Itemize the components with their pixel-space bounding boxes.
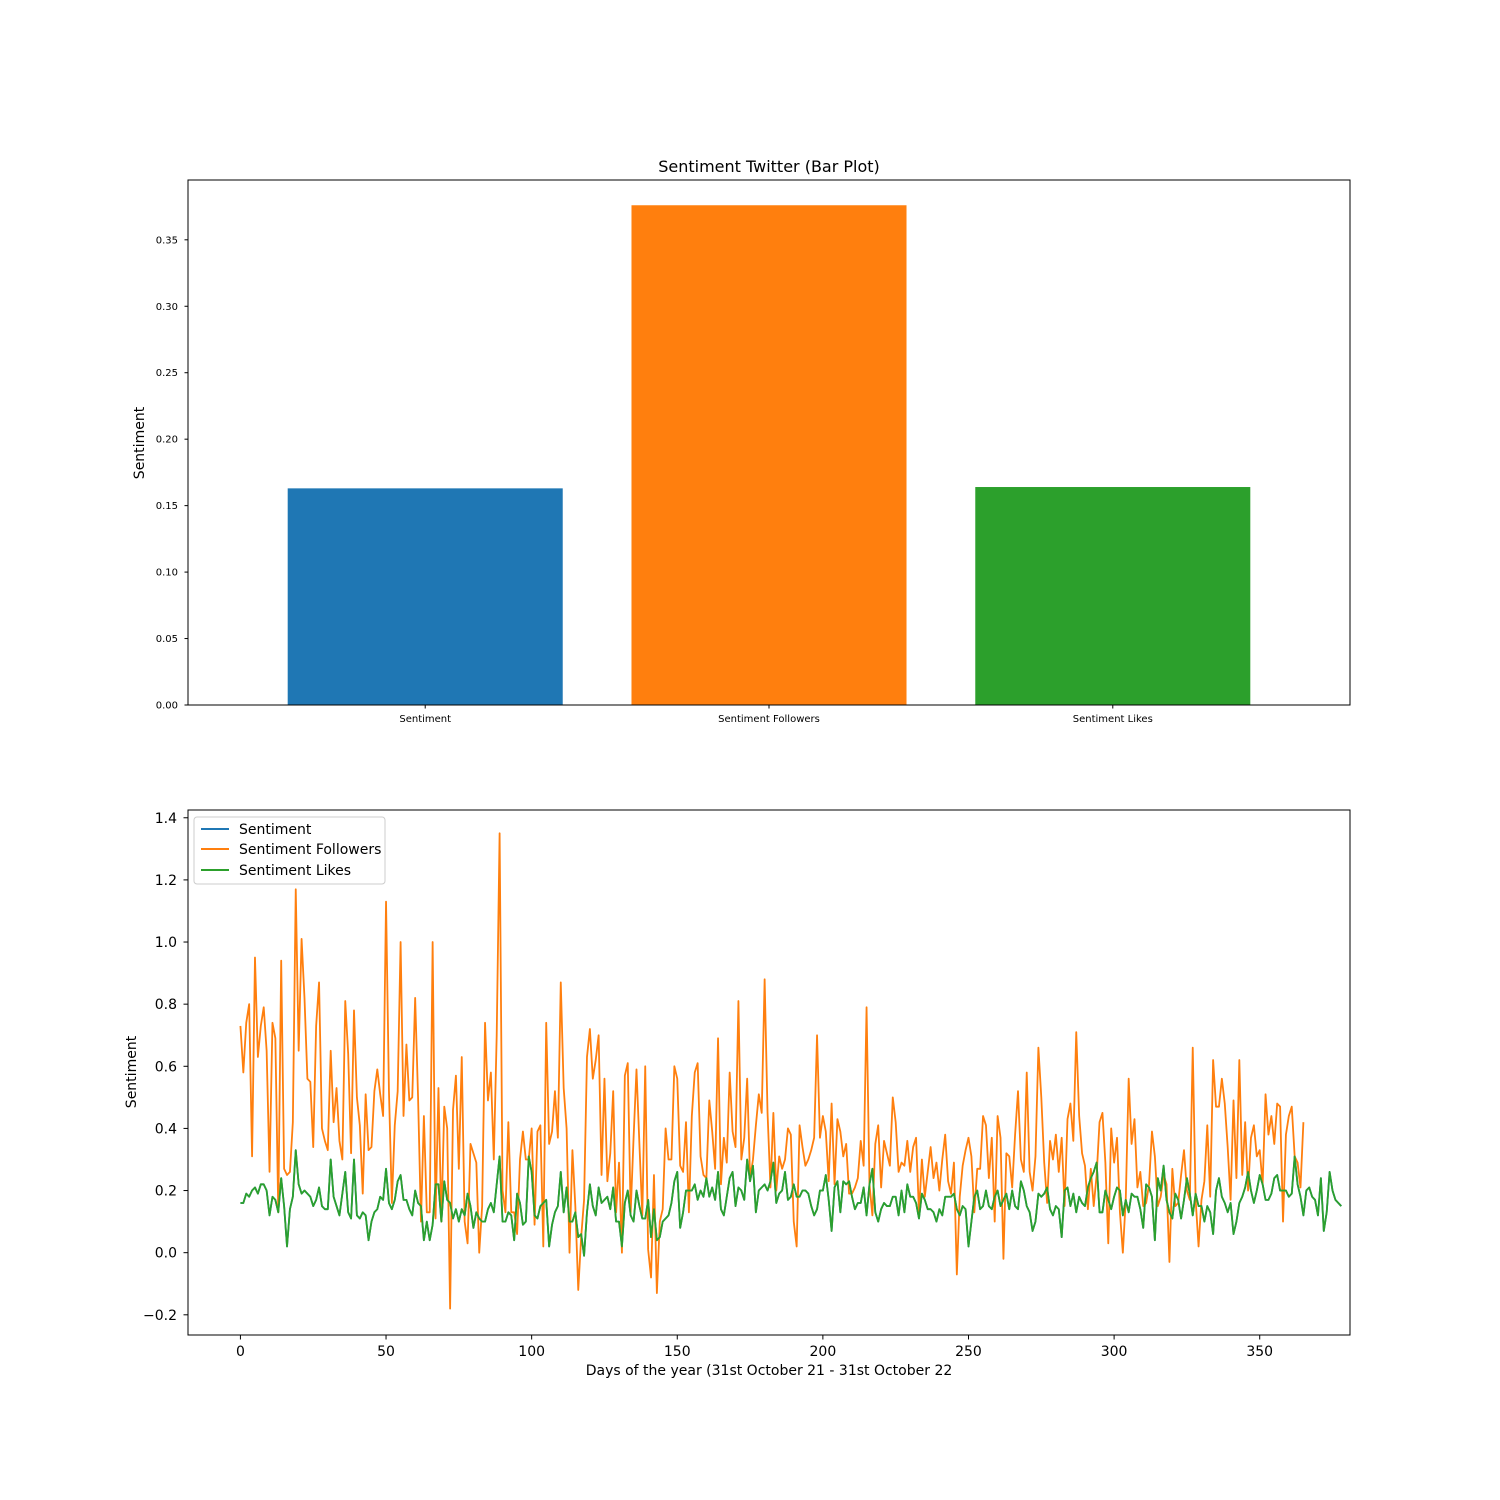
bar-y-tick-label: 0.00	[156, 701, 178, 712]
bar-y-tick-label: 0.05	[156, 634, 178, 645]
line-y-tick-label: 1.0	[155, 935, 177, 951]
line-y-tick-label: 0.8	[155, 997, 177, 1013]
bar-y-tick-label: 0.10	[156, 568, 178, 579]
line-y-axis: −0.2 0.0 0.2 0.4 0.6 0.8 1.0 1.2 1.4	[143, 811, 188, 1324]
line-x-tick-label: 350	[1246, 1344, 1273, 1360]
line-y-tick-label: 0.4	[155, 1121, 177, 1137]
line-x-tick-label: 250	[955, 1344, 982, 1360]
line-sentiment-likes	[240, 1149, 1342, 1257]
legend-label-sentiment: Sentiment	[239, 822, 312, 838]
line-x-tick-label: 100	[518, 1344, 545, 1360]
bar-x-tick-label: Sentiment	[399, 714, 451, 725]
bar-chart: Sentiment Twitter (Bar Plot) 0.00 0.05 0.1…	[132, 157, 1351, 725]
line-y-tick-label: 0.6	[155, 1059, 177, 1075]
line-x-axis-label: Days of the year (31st October 21 - 31st…	[586, 1363, 953, 1379]
bar-x-axis: Sentiment Sentiment Followers Sentiment Li…	[399, 705, 1153, 725]
line-y-tick-label: 0.0	[155, 1246, 177, 1262]
bar-y-tick-label: 0.15	[156, 501, 178, 512]
line-x-axis: 0 50 100 150 200 250 300 350	[236, 1335, 1273, 1360]
bar-y-tick-label: 0.35	[156, 235, 178, 246]
bar-chart-title: Sentiment Twitter (Bar Plot)	[658, 157, 880, 176]
legend-label-sentiment-likes: Sentiment Likes	[239, 863, 351, 879]
bar-x-tick-label: Sentiment Followers	[718, 714, 820, 725]
bar-sentiment-followers	[631, 205, 907, 705]
legend: Sentiment Sentiment Followers Sentiment …	[193, 816, 386, 885]
legend-frame	[193, 816, 386, 885]
bar-x-tick-label: Sentiment Likes	[1073, 714, 1153, 725]
line-x-tick-label: 200	[810, 1344, 837, 1360]
line-x-tick-label: 150	[664, 1344, 691, 1360]
line-y-tick-label: −0.2	[143, 1308, 177, 1324]
line-y-tick-label: 0.2	[155, 1184, 177, 1200]
line-chart: −0.2 0.0 0.2 0.4 0.6 0.8 1.0 1.2 1.4 0 50 100 150 20…	[124, 809, 1351, 1379]
line-y-axis-label: Sentiment	[124, 1035, 140, 1108]
bar-sentiment-likes	[975, 487, 1251, 705]
bar-y-axis: 0.00 0.05 0.10 0.15 0.20 0.25 0.30 0.35	[156, 235, 188, 712]
line-x-tick-label: 0	[236, 1344, 245, 1360]
bar-y-tick-label: 0.30	[156, 302, 178, 313]
line-sentiment-followers	[239, 832, 1305, 1310]
bar-y-tick-label: 0.25	[156, 368, 178, 379]
line-series-group	[239, 832, 1342, 1310]
bar-y-axis-label: Sentiment	[132, 406, 148, 479]
line-chart-plot-frame	[187, 809, 1351, 1336]
line-x-tick-label: 300	[1101, 1344, 1128, 1360]
line-y-tick-label: 1.4	[155, 811, 177, 827]
bar-series	[287, 205, 1251, 705]
legend-label-sentiment-followers: Sentiment Followers	[239, 842, 381, 858]
bar-sentiment	[287, 488, 563, 705]
line-x-tick-label: 50	[377, 1344, 395, 1360]
bar-y-tick-label: 0.20	[156, 435, 178, 446]
line-y-tick-label: 1.2	[155, 873, 177, 889]
